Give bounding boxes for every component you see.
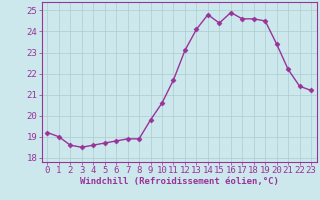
X-axis label: Windchill (Refroidissement éolien,°C): Windchill (Refroidissement éolien,°C): [80, 177, 279, 186]
